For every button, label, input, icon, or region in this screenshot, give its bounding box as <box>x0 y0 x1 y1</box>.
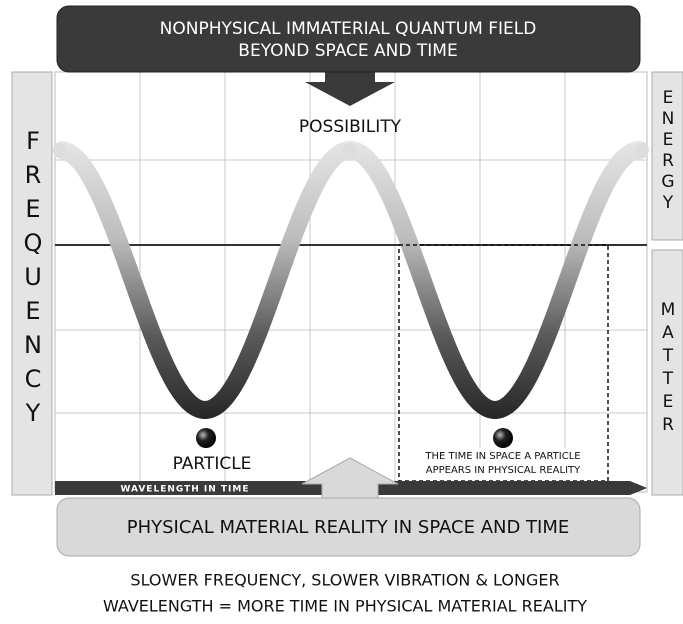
caption: SLOWER FREQUENCY, SLOWER VIBRATION & LON… <box>130 571 559 590</box>
time-box-text: APPEARS IN PHYSICAL REALITY <box>426 465 581 476</box>
particle-ball <box>493 428 513 448</box>
top-banner-text: BEYOND SPACE AND TIME <box>238 41 457 61</box>
time-box-bg <box>400 448 607 480</box>
possibility-label: POSSIBILITY <box>299 117 402 137</box>
bottom-banner <box>56 497 641 557</box>
matter-panel <box>651 249 683 496</box>
top-banner <box>56 5 641 73</box>
frequency-panel <box>11 71 53 496</box>
frequency-label: FREQUENCY <box>19 127 47 433</box>
time-box-text: THE TIME IN SPACE A PARTICLE <box>424 451 580 462</box>
wavelength-label: WAVELENGTH IN TIME <box>120 485 249 495</box>
down-arrow <box>305 70 395 106</box>
particle-label: PARTICLE <box>173 454 252 474</box>
energy-label: ENERGY <box>658 88 678 214</box>
peak-dot <box>343 143 357 157</box>
peak-dot <box>635 143 649 157</box>
up-arrow <box>301 457 399 501</box>
peak-dot <box>53 143 67 157</box>
matter-label: MATTER <box>658 300 678 438</box>
particle-ball <box>196 428 216 448</box>
top-banner-text: NONPHYSICAL IMMATERIAL QUANTUM FIELD <box>160 19 537 39</box>
energy-panel <box>651 71 683 241</box>
bottom-banner-text: PHYSICAL MATERIAL REALITY IN SPACE AND T… <box>127 517 570 538</box>
caption: WAVELENGTH = MORE TIME IN PHYSICAL MATER… <box>103 597 587 616</box>
